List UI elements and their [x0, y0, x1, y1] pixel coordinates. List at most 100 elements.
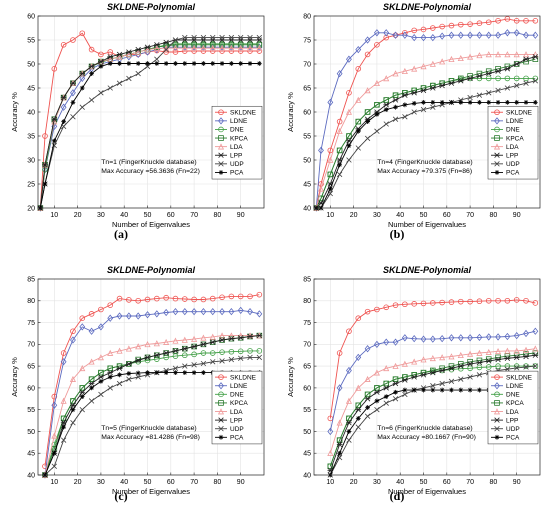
data-point-ldne [448, 31, 455, 39]
legend-label: LDNE [506, 383, 524, 390]
data-point-lpp [495, 68, 501, 74]
data-point-pca [238, 61, 244, 66]
data-point-kpca [346, 133, 352, 139]
data-point-udp [154, 56, 160, 62]
data-point-pca [449, 387, 454, 393]
x-axis-label: Number of Eigenvalues [112, 487, 190, 496]
data-point-dne [228, 348, 235, 355]
x-tick-label: 90 [237, 212, 245, 219]
data-point-udp [504, 85, 511, 91]
panel-label: (a) [114, 227, 128, 241]
x-tick-label: 50 [420, 479, 428, 486]
data-point-kpca [88, 376, 95, 382]
data-point-pca [70, 100, 76, 105]
y-tick-label: 65 [303, 364, 311, 371]
chart-panel-3: 10 20 30 40 50 60 70 80 90 40 45 50 55 60 65 70 75 80 85 SK… [10, 265, 265, 503]
data-point-lda [144, 341, 151, 348]
data-point-skldne [467, 298, 473, 305]
data-point-lda [116, 53, 123, 60]
x-tick-label: 30 [373, 212, 381, 219]
annotation-line: Max Accuracy =81.4286 (Fn=98) [101, 434, 200, 441]
data-point-udp [228, 356, 235, 363]
annotation-line: Tn=5 (FingerKnuckle database) [101, 425, 196, 432]
data-point-dne [476, 364, 483, 371]
legend-label: LDA [230, 144, 243, 151]
legend-label: UDP [230, 161, 244, 168]
y-tick-label: 70 [303, 342, 311, 349]
x-tick-label: 20 [74, 212, 82, 219]
data-point-lpp [420, 87, 427, 94]
data-point-udp [514, 365, 520, 371]
data-point-lda [504, 51, 511, 58]
data-point-kpca [364, 391, 371, 398]
data-point-lda [135, 48, 142, 55]
annotation-line: Tn=4 (FingerKnuckle database) [377, 159, 472, 166]
series-line-udp [44, 356, 260, 476]
data-point-pca [477, 100, 482, 105]
data-point-skldne [163, 294, 169, 301]
data-point-pca [61, 119, 67, 124]
data-point-pca [173, 61, 178, 66]
data-point-lda [97, 354, 104, 361]
data-point-skldne [513, 297, 520, 303]
data-point-dne [448, 366, 455, 373]
y-tick-label: 35 [27, 133, 35, 140]
data-point-ldne [401, 334, 408, 342]
data-point-skldne [200, 296, 207, 303]
legend-label: SKLDNE [230, 110, 257, 117]
chart-title: SKLDNE-Polynomial [383, 2, 472, 12]
y-tick-label: 50 [303, 429, 311, 436]
data-point-skldne [79, 315, 86, 322]
data-point-ldne [532, 327, 539, 335]
data-point-kpca [327, 171, 334, 178]
data-point-ldne [448, 334, 455, 342]
data-point-lpp [60, 94, 67, 101]
data-point-udp [402, 391, 408, 398]
data-point-lda [420, 356, 427, 363]
data-point-kpca [172, 42, 179, 48]
data-point-lda [181, 336, 188, 343]
x-tick-label: 60 [167, 212, 175, 219]
data-point-ldne [327, 427, 334, 436]
data-point-lpp [467, 75, 473, 82]
legend-marker [218, 434, 224, 440]
y-tick-label: 85 [27, 276, 35, 283]
data-point-lpp [411, 90, 417, 96]
legend-marker [494, 400, 500, 406]
y-tick-label: 45 [303, 181, 311, 188]
data-point-pca [219, 61, 225, 66]
data-point-pca [201, 370, 206, 376]
data-point-udp [374, 128, 380, 134]
y-tick-label: 75 [27, 320, 35, 327]
x-tick-label: 60 [443, 479, 451, 486]
data-point-udp [523, 364, 529, 370]
data-point-kpca [346, 415, 352, 422]
data-point-kpca [237, 42, 244, 48]
data-point-skldne [495, 297, 501, 304]
data-point-dne [495, 363, 501, 369]
y-tick-label: 80 [303, 13, 311, 20]
data-point-pca [79, 394, 85, 399]
legend-label: LDA [506, 144, 519, 151]
x-tick-label: 10 [326, 479, 334, 486]
legend-label: DNE [506, 127, 520, 134]
data-point-dne [467, 365, 473, 372]
data-point-lpp [163, 350, 169, 356]
data-point-lda [485, 51, 492, 58]
data-point-ldne [504, 332, 511, 341]
data-point-dne [504, 75, 511, 82]
y-tick-label: 70 [27, 342, 35, 349]
data-point-skldne [219, 294, 225, 301]
data-point-ldne [163, 308, 170, 317]
data-point-kpca [355, 402, 362, 409]
legend-marker [494, 135, 500, 141]
x-axis-label: Number of Eigenvalues [388, 220, 466, 229]
data-point-skldne [532, 17, 539, 24]
data-point-skldne [355, 66, 362, 72]
data-point-lda [191, 44, 198, 51]
data-point-ldne [336, 384, 343, 392]
data-point-lpp [392, 380, 399, 387]
data-point-skldne [209, 295, 216, 302]
data-point-udp [51, 463, 57, 469]
data-point-kpca [485, 356, 492, 362]
